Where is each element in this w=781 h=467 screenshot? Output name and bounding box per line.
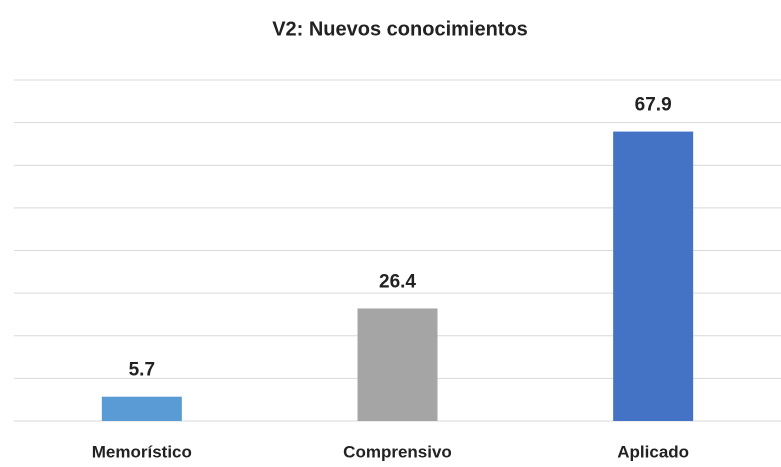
value-label: 5.7 bbox=[129, 360, 155, 381]
x-tick-label: Comprensivo bbox=[343, 442, 452, 461]
bar bbox=[101, 396, 182, 421]
bar bbox=[613, 131, 694, 422]
x-tick-label: Memorístico bbox=[92, 442, 192, 461]
bar bbox=[357, 308, 438, 421]
value-label: 67.9 bbox=[635, 95, 672, 116]
chart-title: V2: Nuevos conocimientos bbox=[272, 18, 528, 40]
value-label: 26.4 bbox=[379, 271, 416, 292]
x-tick-label: Aplicado bbox=[617, 442, 689, 461]
